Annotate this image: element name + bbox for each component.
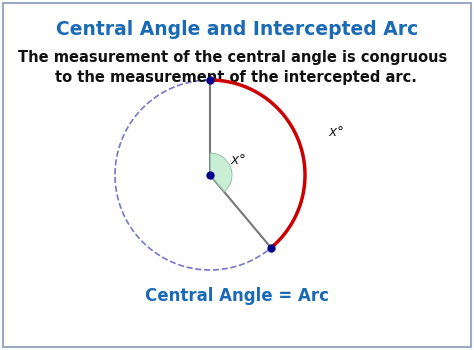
Text: to the measurement of the intercepted arc.: to the measurement of the intercepted ar… <box>55 70 417 85</box>
Text: Central Angle = Arc: Central Angle = Arc <box>145 287 329 305</box>
FancyBboxPatch shape <box>3 3 471 347</box>
Point <box>267 245 275 251</box>
Text: The measurement of the central angle is congruous: The measurement of the central angle is … <box>18 50 447 65</box>
Point <box>206 77 214 83</box>
Text: $\mathit{x}°$: $\mathit{x}°$ <box>230 153 246 167</box>
Wedge shape <box>210 153 232 192</box>
Point <box>206 172 214 178</box>
Text: Central Angle and Intercepted Arc: Central Angle and Intercepted Arc <box>56 20 418 39</box>
Text: $\mathit{x}°$: $\mathit{x}°$ <box>328 125 345 139</box>
